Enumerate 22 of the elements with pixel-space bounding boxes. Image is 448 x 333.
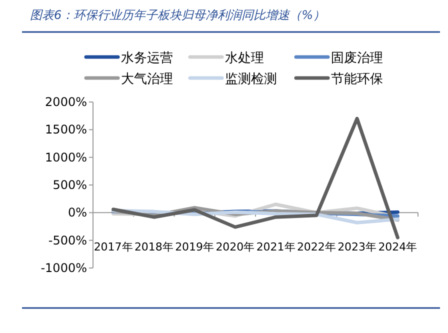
legend-label: 固废治理 — [331, 51, 383, 66]
chart-title: 图表6：环保行业历年子板块归母净利润同比增速（%） — [30, 8, 326, 22]
legend-label: 大气治理 — [121, 72, 173, 87]
x-tick-label: 2021年 — [256, 240, 296, 254]
x-tick-label: 2020年 — [216, 240, 255, 254]
x-tick-label: 2022年 — [296, 240, 336, 254]
legend-label: 水处理 — [225, 51, 264, 66]
x-tick-label: 2024年 — [378, 240, 418, 254]
y-tick-label: 0% — [68, 206, 87, 220]
y-tick-label: -1000% — [40, 261, 87, 275]
legend-label: 节能环保 — [331, 72, 383, 87]
y-tick-label: 1000% — [45, 150, 87, 164]
y-tick-label: -500% — [48, 233, 87, 248]
y-tick-label: 500% — [52, 178, 87, 192]
legend-label: 监测检测 — [225, 72, 277, 87]
legend-label: 水务运营 — [121, 51, 173, 66]
y-tick-label: 1500% — [45, 122, 87, 137]
x-tick-label: 2017年 — [94, 240, 133, 254]
y-tick-label: 2000% — [45, 95, 87, 109]
x-tick-label: 2019年 — [175, 240, 214, 254]
x-tick-label: 2023年 — [338, 240, 377, 254]
x-tick-label: 2018年 — [134, 240, 174, 254]
